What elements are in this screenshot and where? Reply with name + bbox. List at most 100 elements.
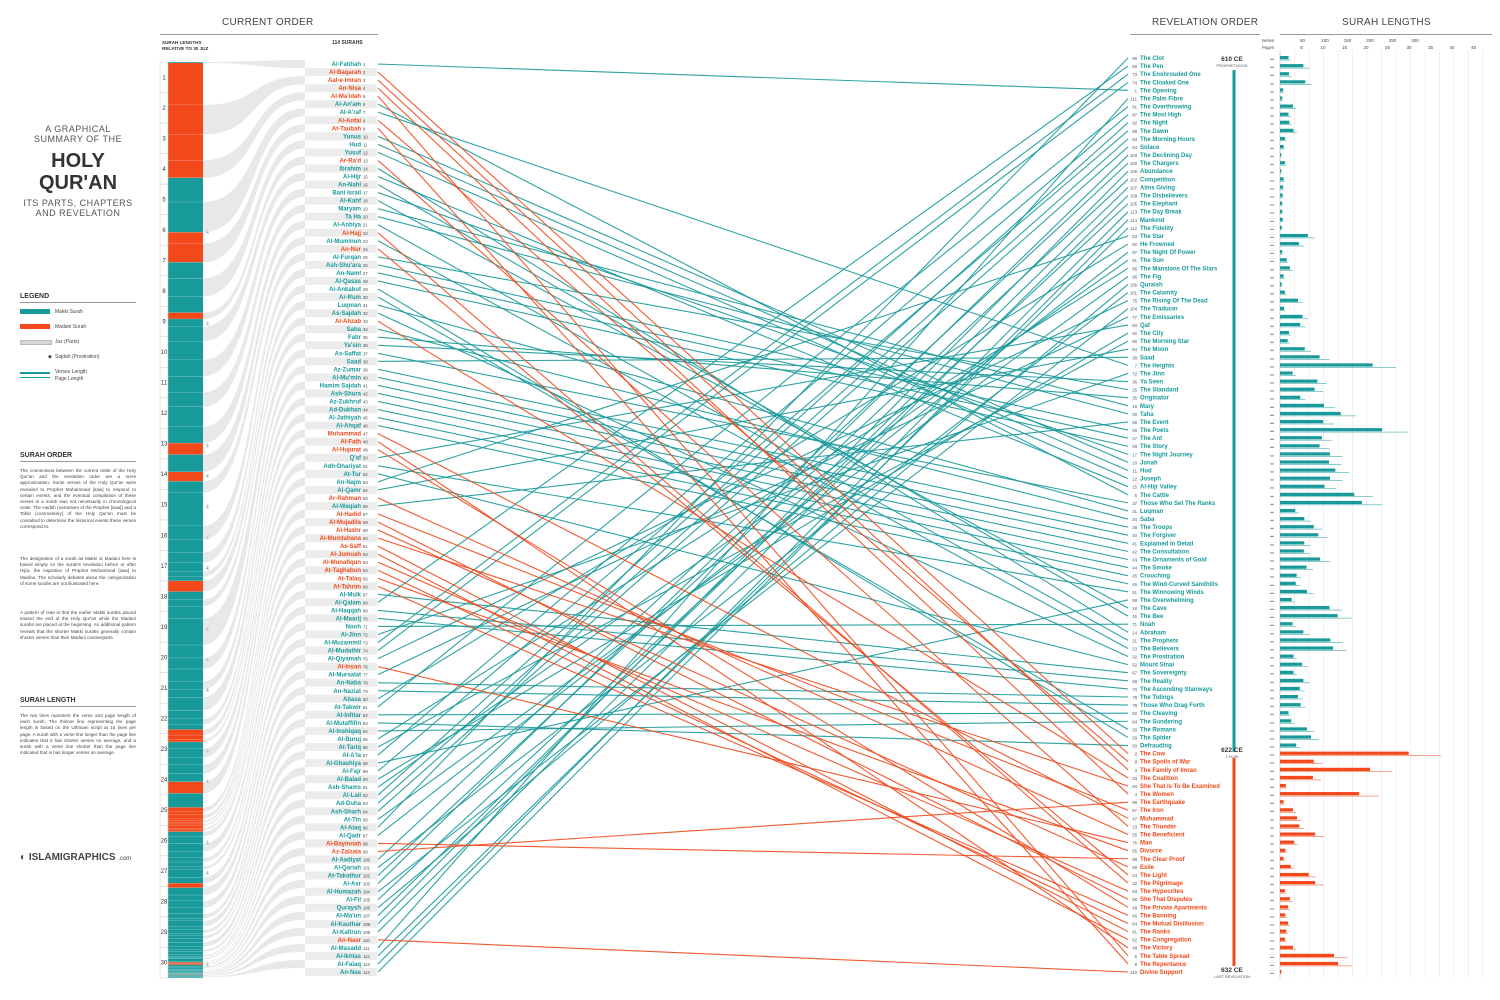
current-surah-number: 40 xyxy=(363,375,368,380)
juz-band xyxy=(203,493,305,794)
connection-line xyxy=(377,95,1129,957)
connection-line xyxy=(377,111,1129,366)
revelation-surah-number: 99 xyxy=(1132,800,1137,805)
connection-line xyxy=(377,585,1129,916)
sajdah-marker-icon: 4 xyxy=(206,230,209,236)
connection-line xyxy=(377,87,1129,795)
verse-length-bar xyxy=(1280,711,1289,715)
pages-tick-label: 10 xyxy=(1320,45,1326,50)
arabic-name-placeholder: ▬ xyxy=(1270,630,1274,635)
juz-box xyxy=(159,947,169,979)
arabic-name-placeholder: ▬ xyxy=(1270,323,1274,328)
current-surah-name: Al-Qasas xyxy=(335,279,362,285)
arabic-name-placeholder: ▬ xyxy=(1270,485,1274,490)
current-surah-name: Ash-Shu'ara xyxy=(326,263,362,269)
verse-length-bar xyxy=(1280,331,1289,335)
current-surah-name: Ash-Shams xyxy=(328,785,362,791)
revelation-surah-number: 57 xyxy=(1132,808,1137,813)
connection-line xyxy=(377,264,1129,431)
row-stripe xyxy=(305,775,377,784)
connection-line xyxy=(377,593,1129,674)
current-surah-number: 113 xyxy=(363,962,370,967)
surah-length-segment xyxy=(168,825,203,829)
juz-band xyxy=(203,317,305,592)
revelation-surah-name: Hud xyxy=(1140,469,1152,475)
verse-length-bar xyxy=(1280,913,1286,917)
verse-length-bar xyxy=(1280,638,1331,642)
surah-length-segment xyxy=(168,966,203,969)
current-surah-name: Yunus xyxy=(343,134,362,140)
verse-length-bar xyxy=(1280,290,1285,294)
islamigraphics-logo: ◐ ISLAMIGRAPHICS .com xyxy=(20,852,131,863)
current-surah-number: 11 xyxy=(363,142,368,147)
current-surah-name: Al-Bayinnah xyxy=(326,841,361,847)
verses-tick-label: 150 xyxy=(1344,38,1352,43)
current-surah-number: 25 xyxy=(363,255,368,260)
revelation-surah-number: 32 xyxy=(1132,655,1137,660)
revelation-surah-name: The Bee xyxy=(1140,614,1164,620)
current-surah-name: An-Nasr xyxy=(338,938,362,944)
connection-line xyxy=(377,176,1129,488)
current-surah-number: 39 xyxy=(363,367,368,372)
current-surah-number: 69 xyxy=(363,608,368,613)
revelation-surah-name: The Enshrouded One xyxy=(1140,72,1201,78)
current-surah-name: At-Takathur xyxy=(328,874,362,880)
verse-length-bar xyxy=(1280,428,1383,432)
surah-length-segment xyxy=(168,243,203,263)
surah-length-segment xyxy=(168,681,203,690)
revelation-surah-number: 45 xyxy=(1132,574,1137,579)
row-stripe xyxy=(305,100,377,109)
verse-length-bar xyxy=(1280,703,1301,707)
juz-number: 12 xyxy=(161,411,168,417)
surah-length-segment xyxy=(168,969,203,971)
juz-number: 1 xyxy=(162,75,166,81)
arabic-name-placeholder: ▬ xyxy=(1270,727,1274,732)
arabic-name-placeholder: ▬ xyxy=(1270,258,1274,263)
row-stripe xyxy=(305,293,377,302)
juz-number: 16 xyxy=(161,533,168,539)
connection-line xyxy=(377,340,1129,748)
juz-number: 3 xyxy=(162,136,166,142)
verses-tick-label: 50 xyxy=(1300,38,1306,43)
connection-line xyxy=(377,316,1129,676)
current-surah-number: 80 xyxy=(363,697,368,702)
juz-band xyxy=(203,92,305,178)
current-surah-number: 49 xyxy=(363,448,368,453)
revelation-surah-name: The Light xyxy=(1140,873,1167,879)
surah-order-text-2: The designation of a surah as Makki or M… xyxy=(20,556,136,586)
surah-length-segment xyxy=(168,830,203,832)
revelation-surah-number: 77 xyxy=(1132,315,1137,320)
revelation-surah-name: The Tidings xyxy=(1140,695,1174,701)
revelation-surah-number: 46 xyxy=(1132,582,1137,587)
connection-line xyxy=(377,300,1129,660)
verse-length-bar xyxy=(1280,759,1314,763)
surah-length-segment xyxy=(168,591,203,600)
current-surah-name: An-Nahl xyxy=(338,183,361,189)
surah-length-segment xyxy=(168,618,203,646)
row-stripe xyxy=(305,485,377,494)
current-surah-name: Al-Hashr xyxy=(336,528,362,534)
connection-line xyxy=(377,71,1129,755)
revelation-surah-name: The Night Of Power xyxy=(1140,250,1196,256)
arabic-name-placeholder: ▬ xyxy=(1270,930,1274,935)
row-stripe xyxy=(305,646,377,655)
revelation-surah-name: The Wind-Curved Sandhills xyxy=(1140,582,1219,588)
connection-line xyxy=(377,160,1129,827)
verses-axis-label: Verses xyxy=(1261,38,1274,43)
juz-number: 9 xyxy=(162,320,166,326)
revelation-surah-number: 104 xyxy=(1130,307,1138,312)
juz-number: 19 xyxy=(161,625,168,631)
revelation-surah-number: 5 xyxy=(1135,954,1138,959)
current-surah-number: 10 xyxy=(363,134,368,139)
revelation-surah-name: The Table Spread xyxy=(1140,954,1190,960)
revelation-surah-name: She That Is To Be Examined xyxy=(1140,784,1220,790)
connection-line xyxy=(377,513,1129,811)
arabic-name-placeholder: ▬ xyxy=(1270,452,1274,457)
row-stripe xyxy=(305,309,377,318)
revelation-surah-name: The Jinn xyxy=(1140,371,1165,377)
arabic-name-placeholder: ▬ xyxy=(1270,331,1274,336)
event-1-year: 610 CE xyxy=(1221,56,1243,63)
surah-length-segment xyxy=(168,946,203,950)
revelation-surah-name: The Believers xyxy=(1140,646,1180,652)
arabic-name-placeholder: ▬ xyxy=(1270,913,1274,918)
